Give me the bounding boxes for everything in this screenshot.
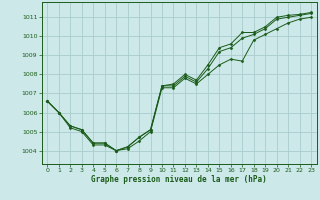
X-axis label: Graphe pression niveau de la mer (hPa): Graphe pression niveau de la mer (hPa) [91, 175, 267, 184]
